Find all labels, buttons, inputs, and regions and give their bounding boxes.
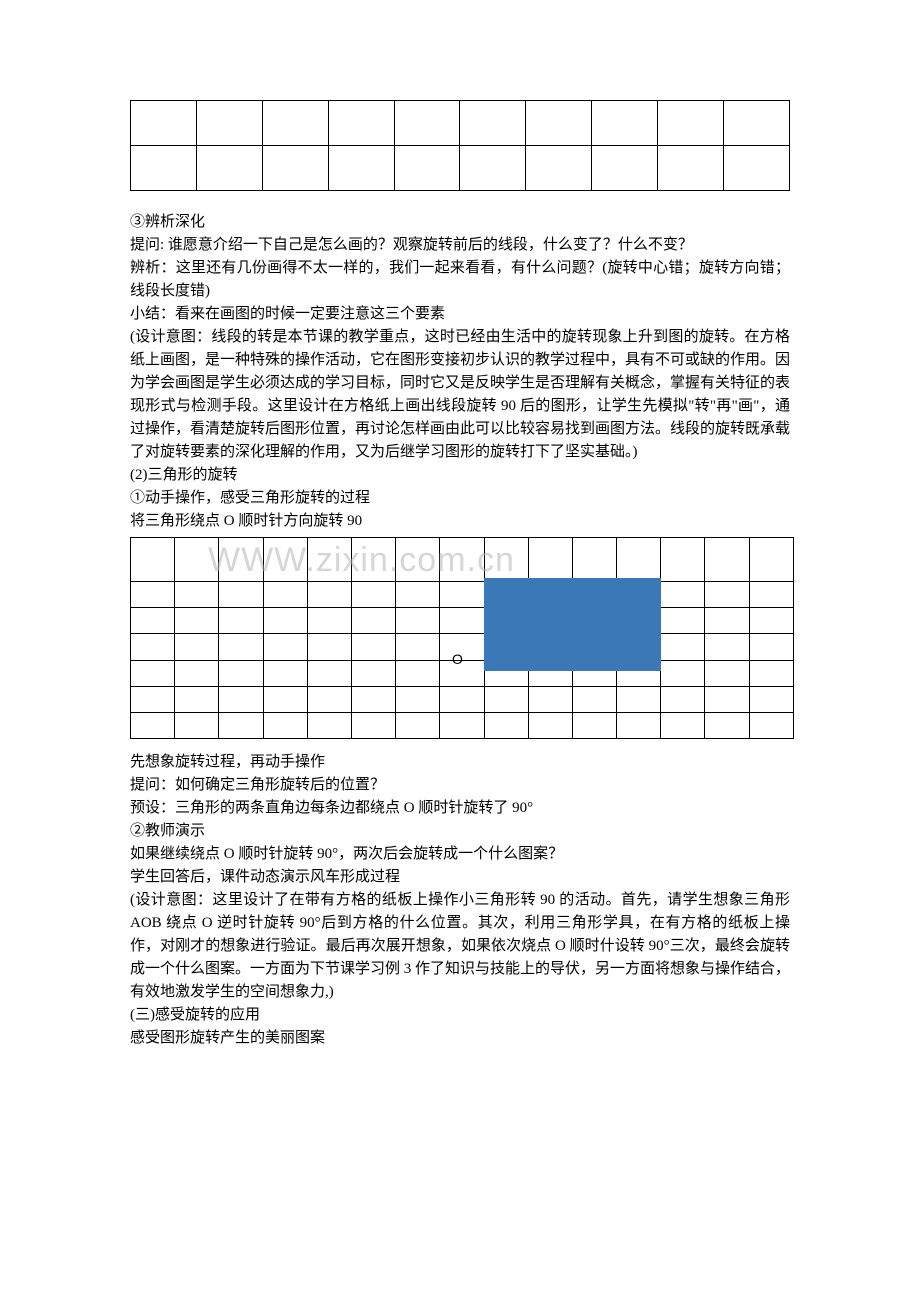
document-page: ③辨析深化 提问: 谁愿意介绍一下自己是怎么画的？观察旋转前后的线段，什么变了？… bbox=[0, 0, 920, 1130]
s3-p9: 感受图形旋转产生的美丽图案 bbox=[130, 1027, 790, 1050]
s1-p2: 辨析：这里还有几份画得不太一样的，我们一起来看看，有什么问题？(旋转中心错；旋转… bbox=[130, 257, 790, 303]
s1-heading: ③辨析深化 bbox=[130, 211, 790, 234]
s3-p1: 先想象旋转过程，再动手操作 bbox=[130, 751, 790, 774]
s2-p2: 将三角形绕点 O 顺时针方向旋转 90 bbox=[130, 510, 790, 533]
s1-p3: 小结：看来在画图的时候一定要注意这三个要素 bbox=[130, 303, 790, 326]
s1-p4: (设计意图：线段的转是本节课的教学重点，这时已经由生活中的旋转现象上升到图的旋转… bbox=[130, 326, 790, 464]
triangle-grid bbox=[130, 537, 794, 739]
s3-p5: 如果继续绕点 O 顺时针旋转 90°，两次后会旋转成一个什么图案？ bbox=[130, 843, 790, 866]
s3-p6: 学生回答后，课件动态演示风车形成过程 bbox=[130, 866, 790, 889]
blue-triangle-svg bbox=[484, 578, 661, 671]
s3-p2: 提问：如何确定三角形旋转后的位置？ bbox=[130, 774, 790, 797]
s1-p1: 提问: 谁愿意介绍一下自己是怎么画的？观察旋转前后的线段，什么变了？什么不变？ bbox=[130, 234, 790, 257]
point-O-label: O bbox=[452, 651, 463, 667]
triangle-figure: WWW.zixin.com.cn O bbox=[130, 537, 794, 739]
top-grid bbox=[130, 100, 790, 191]
s3-p4: ②教师演示 bbox=[130, 820, 790, 843]
s3-p8: (三)感受旋转的应用 bbox=[130, 1004, 790, 1027]
s3-p7: (设计意图：这里设计了在带有方格的纸板上操作小三角形转 90 的活动。首先，请学… bbox=[130, 889, 790, 1004]
s2-heading: (2)三角形的旋转 bbox=[130, 464, 790, 487]
s3-p3: 预设：三角形的两条直角边每条边都绕点 O 顺时针旋转了 90° bbox=[130, 797, 790, 820]
s2-p1: ①动手操作，感受三角形旋转的过程 bbox=[130, 487, 790, 510]
